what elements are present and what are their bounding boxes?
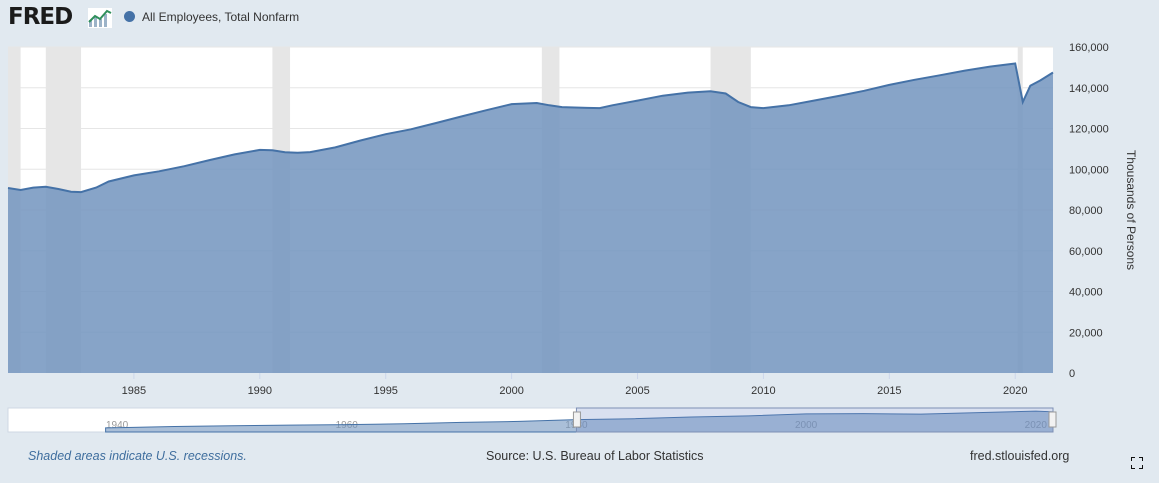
x-tick-label: 2010 xyxy=(751,385,775,397)
navigator-handle-right[interactable] xyxy=(1048,411,1057,428)
y-axis-label: Thousands of Persons xyxy=(1124,150,1138,270)
x-tick-label: 1995 xyxy=(373,385,397,397)
legend-series-label[interactable]: All Employees, Total Nonfarm xyxy=(142,10,300,24)
y-tick-label: 100,000 xyxy=(1069,164,1109,176)
y-axis-ticks: 0 20,000 40,000 60,000 80,000 100,000 120,000 1… xyxy=(1069,42,1109,380)
x-tick-label: 1990 xyxy=(248,385,272,397)
employment-chart: 0 20,000 40,000 60,000 80,000 100,000 120,000 1… xyxy=(7,42,1138,433)
x-axis-ticks: 1985 1990 1995 2000 2005 2010 2015 2020 xyxy=(122,373,1027,397)
navigator-selected-range[interactable] xyxy=(575,407,1054,433)
y-tick-label: 140,000 xyxy=(1069,83,1109,95)
y-tick-label: 0 xyxy=(1069,368,1075,380)
navigator-year-label: 1940 xyxy=(106,420,129,431)
fred-site-link[interactable]: fred.stlouisfed.org xyxy=(970,449,1070,463)
x-tick-label: 2015 xyxy=(877,385,901,397)
x-tick-label: 2000 xyxy=(499,385,523,397)
series-area-fill xyxy=(8,63,1053,373)
y-tick-label: 60,000 xyxy=(1069,246,1103,258)
series-area xyxy=(7,62,1054,373)
x-tick-label: 2005 xyxy=(625,385,649,397)
x-tick-label: 1985 xyxy=(122,385,146,397)
y-tick-label: 80,000 xyxy=(1069,205,1103,217)
x-tick-label: 2020 xyxy=(1003,385,1027,397)
recession-note: Shaded areas indicate U.S. recessions. xyxy=(28,449,247,463)
range-navigator[interactable]: 19401960198020002020 xyxy=(7,407,1057,433)
legend-swatch xyxy=(124,11,135,22)
source-text: Source: U.S. Bureau of Labor Statistics xyxy=(486,449,704,463)
y-tick-label: 120,000 xyxy=(1069,124,1109,136)
fullscreen-icon[interactable] xyxy=(1131,457,1143,469)
fred-logo[interactable]: FRED xyxy=(8,4,73,30)
y-tick-label: 20,000 xyxy=(1069,327,1103,339)
navigator-handle-left[interactable] xyxy=(572,411,581,428)
y-tick-label: 160,000 xyxy=(1069,42,1109,54)
series-line xyxy=(7,62,1054,194)
y-tick-label: 40,000 xyxy=(1069,287,1103,299)
trend-line-icon xyxy=(88,8,112,28)
